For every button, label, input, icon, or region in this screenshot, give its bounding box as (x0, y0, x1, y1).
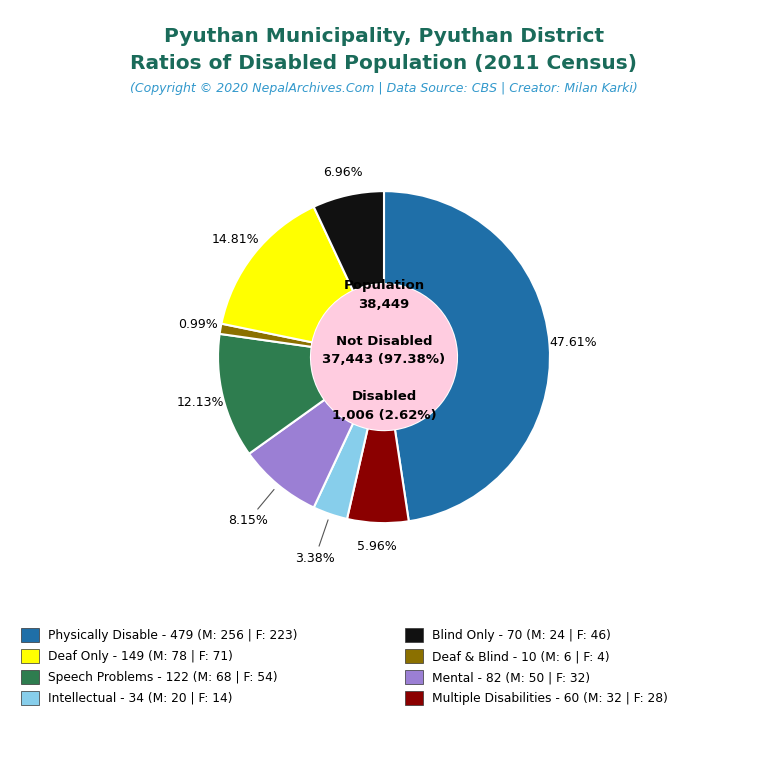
Text: 0.99%: 0.99% (177, 318, 217, 331)
Wedge shape (313, 423, 368, 519)
Wedge shape (313, 191, 384, 291)
Wedge shape (218, 334, 325, 454)
Text: (Copyright © 2020 NepalArchives.Com | Data Source: CBS | Creator: Milan Karki): (Copyright © 2020 NepalArchives.Com | Da… (130, 82, 638, 95)
Text: Pyuthan Municipality, Pyuthan District: Pyuthan Municipality, Pyuthan District (164, 27, 604, 46)
Text: Population
38,449

Not Disabled
37,443 (97.38%)

Disabled
1,006 (2.62%): Population 38,449 Not Disabled 37,443 (9… (323, 280, 445, 422)
Text: 5.96%: 5.96% (357, 540, 397, 553)
Circle shape (311, 284, 457, 430)
Text: 8.15%: 8.15% (228, 489, 274, 527)
Wedge shape (220, 323, 313, 347)
Wedge shape (249, 399, 353, 508)
Text: 6.96%: 6.96% (323, 166, 362, 179)
Text: Ratios of Disabled Population (2011 Census): Ratios of Disabled Population (2011 Cens… (131, 54, 637, 73)
Text: 47.61%: 47.61% (549, 336, 597, 349)
Text: 14.81%: 14.81% (212, 233, 260, 247)
Wedge shape (384, 191, 550, 521)
Wedge shape (221, 207, 353, 343)
Text: 3.38%: 3.38% (295, 520, 335, 564)
Text: 12.13%: 12.13% (177, 396, 224, 409)
Legend: Blind Only - 70 (M: 24 | F: 46), Deaf & Blind - 10 (M: 6 | F: 4), Mental - 82 (M: Blind Only - 70 (M: 24 | F: 46), Deaf & … (406, 628, 668, 705)
Wedge shape (347, 429, 409, 523)
